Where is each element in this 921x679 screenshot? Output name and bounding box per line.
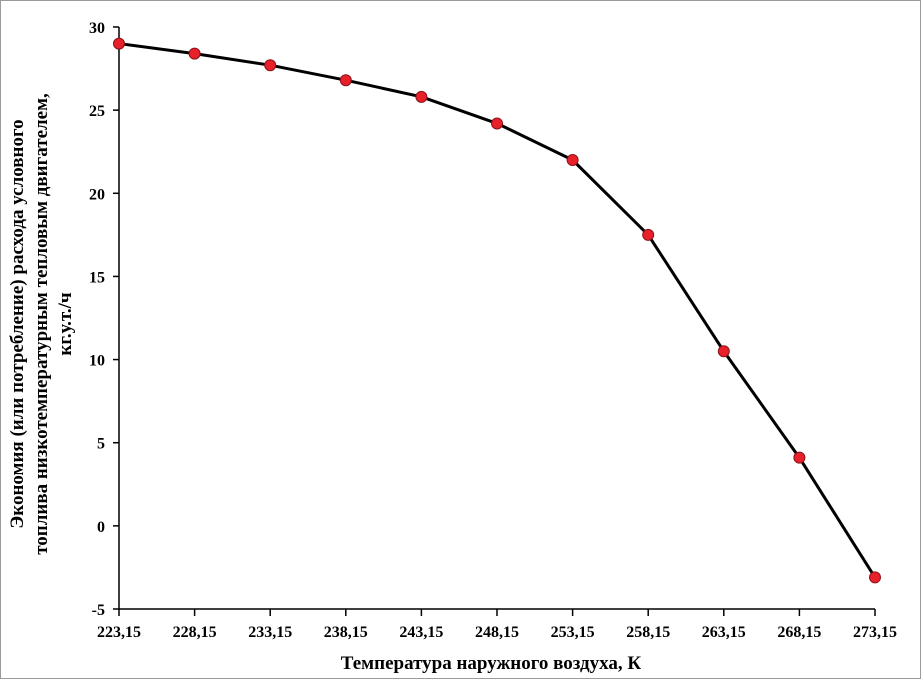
x-tick-labels: 223,15 228,15 233,15 238,15 243,15 248,15 253,…	[97, 609, 897, 641]
y-axis-title: Экономия (или потребление) расхода услов…	[7, 93, 76, 555]
x-axis-title: Температура наружного воздуха, К	[341, 653, 642, 674]
x-tick-label: 268,15	[777, 624, 821, 641]
y-tick-label: 0	[97, 519, 105, 536]
series-group	[113, 37, 881, 584]
data-point	[642, 228, 655, 241]
y-axis-title-line-3: кг.у.т./ч	[55, 292, 76, 355]
y-tick-label: 25	[89, 103, 105, 120]
data-point	[491, 117, 503, 130]
x-tick-label: 233,15	[248, 624, 292, 641]
y-tick-label: 30	[89, 20, 105, 37]
y-tick-label: 20	[89, 186, 105, 203]
y-axis-title-line-2: топлива низкотемпературным тепловым двиг…	[31, 93, 52, 555]
y-axis-title-line-1: Экономия (или потребление) расхода услов…	[7, 119, 28, 528]
data-point	[566, 154, 579, 167]
x-tick-label: 243,15	[399, 624, 443, 641]
data-point	[339, 74, 352, 87]
x-tick-label: 263,15	[702, 624, 746, 641]
x-tick-label: 223,15	[97, 624, 141, 641]
data-point	[793, 451, 806, 464]
data-point	[415, 90, 428, 103]
y-tick-label: 10	[89, 353, 105, 370]
y-tick-label: 15	[89, 269, 105, 286]
x-tick-label: 258,15	[626, 624, 670, 641]
x-tick-label: 273,15	[853, 624, 897, 641]
data-point	[869, 571, 881, 584]
x-tick-label: 253,15	[551, 624, 595, 641]
data-point	[188, 47, 201, 60]
x-tick-label: 238,15	[324, 624, 368, 641]
data-point	[717, 345, 730, 358]
y-tick-label: 5	[97, 436, 105, 453]
data-point	[264, 59, 277, 72]
x-tick-label: 228,15	[173, 624, 217, 641]
data-point	[113, 37, 125, 50]
x-tick-label: 248,15	[475, 624, 519, 641]
axes	[118, 27, 875, 610]
y-tick-label: -5	[92, 602, 105, 619]
y-tick-labels: -5 0 5 10 15 20 25 30	[89, 20, 119, 619]
